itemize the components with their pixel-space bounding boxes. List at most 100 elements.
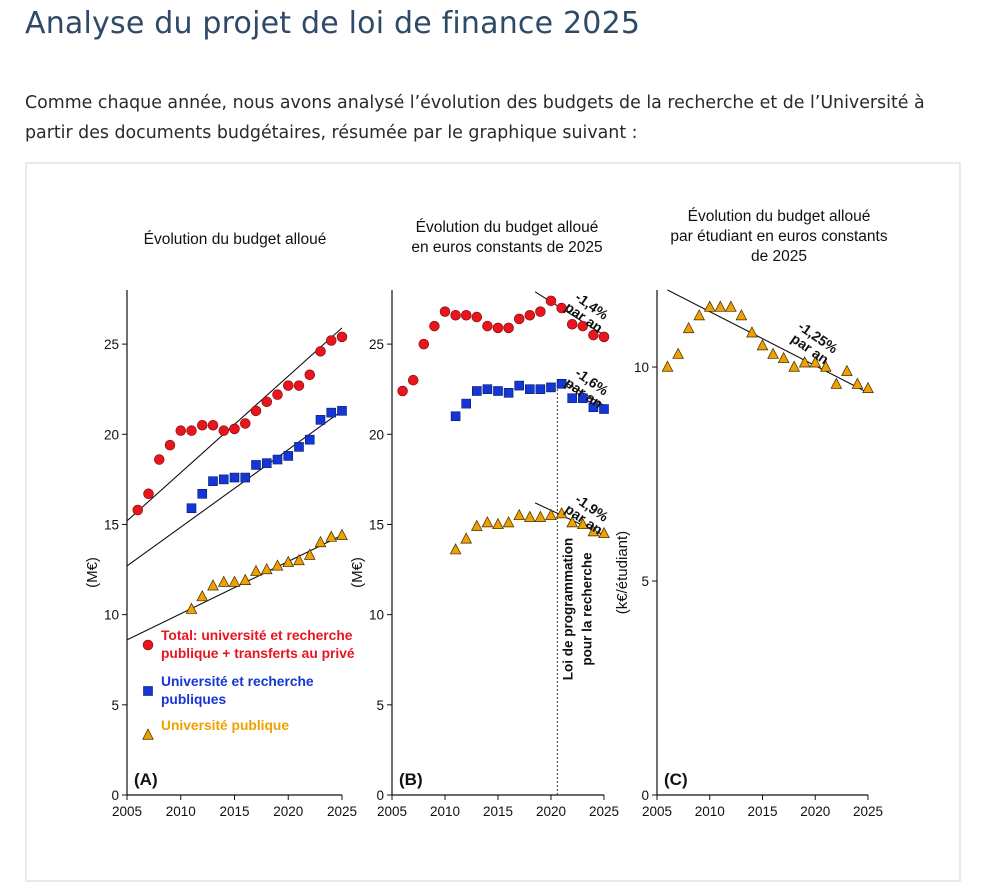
data-point-circle xyxy=(293,380,305,391)
y-tick-label: 5 xyxy=(376,698,384,713)
data-point-circle xyxy=(272,389,283,400)
page-title: Analyse du projet de loi de finance 2025 xyxy=(25,6,641,41)
legend-marker-circle xyxy=(142,639,154,651)
data-point-circle xyxy=(397,385,408,397)
panel-c: Évolution du budget alloué par étudiant e… xyxy=(614,208,888,819)
data-point-triangle xyxy=(862,381,874,394)
data-point-triangle xyxy=(841,364,853,376)
data-point-triangle xyxy=(303,548,316,560)
data-point-triangle xyxy=(271,559,284,571)
data-point-triangle xyxy=(851,377,864,389)
y-tick-label: 20 xyxy=(104,427,119,442)
data-point-circle xyxy=(197,420,208,431)
data-point-triangle xyxy=(672,347,684,359)
data-point-triangle xyxy=(282,555,295,567)
data-point-circle xyxy=(154,454,165,465)
data-point-triangle xyxy=(809,356,822,368)
data-point-triangle xyxy=(566,516,579,528)
y-tick-label: 5 xyxy=(641,574,649,589)
y-axis-label: (M€) xyxy=(84,557,101,588)
data-point-square xyxy=(229,472,240,483)
data-point-square xyxy=(240,472,251,483)
x-tick-label: 2025 xyxy=(853,804,883,819)
y-axis-label: (M€) xyxy=(349,557,366,588)
data-point-triangle xyxy=(703,300,716,312)
data-point-square xyxy=(315,415,326,425)
data-point-circle xyxy=(524,310,536,321)
data-point-circle xyxy=(503,322,514,334)
legend-marker-square xyxy=(143,686,153,696)
data-point-circle xyxy=(282,380,294,391)
x-tick-label: 2010 xyxy=(430,804,460,819)
panel-letter: (B) xyxy=(399,770,423,789)
legend-label-line: Total: université et recherche xyxy=(161,628,353,643)
data-point-triangle xyxy=(185,602,198,614)
data-point-square xyxy=(577,393,588,404)
x-tick-label: 2005 xyxy=(112,804,142,819)
x-tick-label: 2015 xyxy=(747,804,777,819)
y-tick-label: 0 xyxy=(111,788,119,803)
series-triangle xyxy=(661,300,874,394)
data-point-circle xyxy=(460,310,472,321)
data-point-square xyxy=(294,442,304,452)
data-point-square xyxy=(535,384,546,394)
trend-line-1 xyxy=(667,289,869,394)
data-point-triangle xyxy=(314,535,327,548)
y-tick-label: 25 xyxy=(369,337,384,352)
data-point-circle xyxy=(325,335,337,346)
data-point-circle xyxy=(315,346,326,357)
data-point-triangle xyxy=(725,300,737,312)
legend-label-line: Université et recherche xyxy=(161,674,314,689)
data-point-triangle xyxy=(293,553,305,566)
data-point-triangle xyxy=(756,339,769,351)
data-point-triangle xyxy=(470,519,483,531)
panel-b-title-line: en euros constants de 2025 xyxy=(411,239,602,256)
data-point-triangle xyxy=(798,356,811,368)
data-point-square xyxy=(208,476,218,486)
data-point-circle xyxy=(407,374,419,386)
data-point-square xyxy=(524,384,535,394)
data-point-triangle xyxy=(735,309,748,321)
data-point-square xyxy=(556,378,567,389)
data-point-triangle xyxy=(545,508,557,521)
panel-letter: (C) xyxy=(664,770,688,789)
series-circle xyxy=(132,331,348,516)
data-point-circle xyxy=(143,488,154,500)
data-point-square xyxy=(218,474,229,485)
data-point-circle xyxy=(598,331,610,343)
intro-paragraph: Comme chaque année, nous avons analysé l… xyxy=(25,93,925,143)
data-point-square xyxy=(251,460,261,470)
data-point-triangle xyxy=(460,532,473,544)
data-point-square xyxy=(567,393,578,404)
data-point-square xyxy=(493,386,503,396)
data-point-circle xyxy=(513,313,525,325)
x-tick-label: 2025 xyxy=(327,804,357,819)
x-tick-label: 2005 xyxy=(377,804,407,819)
data-point-square xyxy=(461,398,472,409)
data-point-square xyxy=(304,434,315,445)
data-point-square xyxy=(186,503,197,514)
data-point-circle xyxy=(229,423,240,435)
data-point-square xyxy=(514,380,525,391)
data-point-circle xyxy=(218,425,230,436)
data-point-square xyxy=(197,489,208,499)
legend-marker-triangle xyxy=(142,728,154,740)
legend-label-line: publique + transferts au privé xyxy=(161,646,355,661)
y-tick-label: 0 xyxy=(641,788,649,803)
data-point-triangle xyxy=(481,516,494,528)
figure-card: Évolution du budget alloué 2005 2010 2015 20… xyxy=(25,162,961,882)
y-tick-label: 5 xyxy=(111,698,119,713)
data-point-triangle xyxy=(830,377,843,389)
data-point-triangle xyxy=(587,525,600,537)
y-tick-label: 25 xyxy=(104,337,119,352)
y-tick-label: 0 xyxy=(376,788,384,803)
data-point-triangle xyxy=(492,517,504,530)
legend-label-line: Université publique xyxy=(161,718,289,733)
data-point-triangle xyxy=(196,590,209,602)
y-tick-label: 15 xyxy=(369,517,384,532)
data-point-triangle xyxy=(534,510,547,522)
panel-b: Évolution du budget alloué en euros const… xyxy=(349,219,619,819)
data-point-square xyxy=(503,388,514,398)
rate-annotation: -1,9%par an xyxy=(562,491,612,538)
data-point-circle xyxy=(450,310,461,321)
